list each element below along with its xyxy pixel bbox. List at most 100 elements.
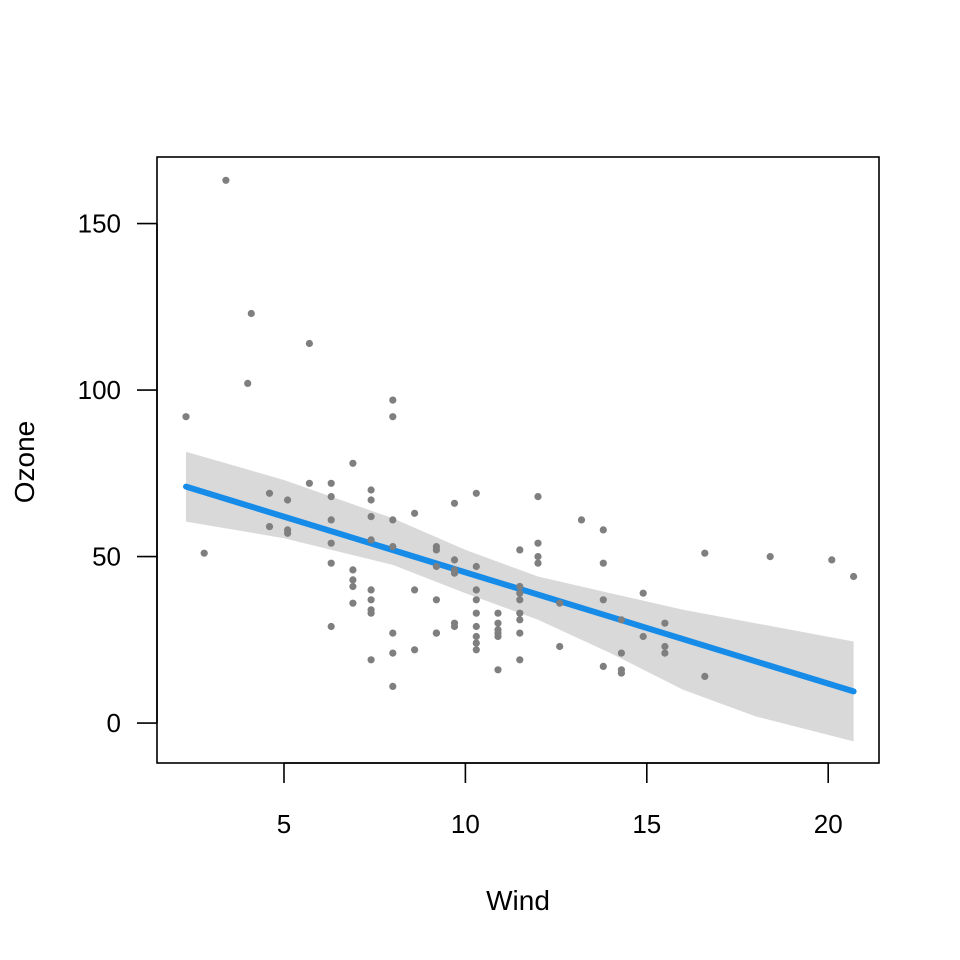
- y-tick-label: 0: [107, 708, 121, 738]
- data-point: [472, 646, 480, 654]
- data-point: [494, 666, 502, 674]
- x-tick-label: 15: [632, 809, 661, 839]
- data-point: [305, 339, 313, 348]
- data-point: [327, 493, 335, 501]
- data-point: [432, 562, 440, 571]
- data-point: [367, 496, 375, 504]
- data-point: [349, 582, 357, 591]
- data-point: [327, 622, 335, 631]
- data-point: [367, 586, 375, 594]
- data-point: [766, 553, 774, 561]
- data-point: [450, 556, 459, 564]
- data-point: [284, 529, 292, 537]
- data-point: [534, 539, 542, 547]
- data-point: [389, 649, 397, 657]
- data-point: [182, 413, 190, 421]
- x-axis-label: Wind: [486, 885, 550, 916]
- data-point: [389, 516, 397, 524]
- data-point: [516, 596, 524, 604]
- data-point: [349, 576, 357, 584]
- data-point: [432, 546, 440, 554]
- data-point: [265, 489, 274, 497]
- data-point: [516, 582, 524, 591]
- data-point: [432, 596, 440, 604]
- data-point: [516, 656, 524, 664]
- data-point: [244, 379, 252, 387]
- data-point: [661, 649, 669, 657]
- data-point: [472, 622, 480, 631]
- data-point: [349, 459, 357, 467]
- y-axis-label: Ozone: [9, 421, 40, 504]
- data-point: [516, 616, 524, 624]
- data-point: [327, 479, 335, 487]
- data-point: [367, 596, 375, 604]
- data-point: [472, 562, 480, 571]
- data-point: [850, 572, 858, 581]
- y-tick-label: 150: [78, 209, 121, 239]
- y-axis: 0 50 100 150: [78, 209, 158, 738]
- data-point: [472, 489, 480, 497]
- data-point: [411, 586, 419, 594]
- data-point: [450, 569, 459, 577]
- data-point: [599, 662, 607, 671]
- data-point: [639, 632, 647, 641]
- data-point: [617, 649, 626, 657]
- data-point: [327, 539, 335, 547]
- y-tick-label: 50: [92, 542, 121, 572]
- data-point: [389, 413, 397, 421]
- data-point: [516, 546, 524, 554]
- data-point: [516, 589, 524, 597]
- data-point: [534, 559, 542, 567]
- data-point: [389, 629, 397, 637]
- data-point: [472, 596, 480, 604]
- data-point: [367, 536, 375, 544]
- data-point: [367, 609, 375, 617]
- data-point: [247, 309, 255, 318]
- data-point: [305, 479, 313, 487]
- data-point: [367, 486, 375, 494]
- data-point: [472, 632, 480, 641]
- data-point: [534, 493, 542, 501]
- data-point: [327, 559, 335, 567]
- x-tick-label: 5: [277, 809, 291, 839]
- data-point: [200, 549, 208, 557]
- data-point: [599, 526, 607, 534]
- data-point: [617, 669, 626, 677]
- data-point: [599, 559, 607, 567]
- data-point: [389, 543, 397, 551]
- data-point: [472, 586, 480, 594]
- data-point: [494, 632, 502, 641]
- data-point: [661, 619, 669, 627]
- data-point: [701, 672, 709, 681]
- data-point: [349, 566, 357, 574]
- data-point: [450, 622, 459, 631]
- data-point: [367, 656, 375, 664]
- x-axis: 5 10 15 20: [277, 762, 843, 839]
- data-point: [516, 629, 524, 637]
- data-point: [389, 682, 397, 691]
- data-point: [661, 642, 669, 651]
- data-point: [472, 639, 480, 647]
- data-point: [701, 549, 709, 557]
- data-point: [367, 513, 375, 521]
- data-point: [516, 609, 524, 617]
- data-point: [556, 642, 564, 651]
- data-point: [389, 396, 397, 404]
- data-point: [617, 616, 626, 624]
- data-point: [534, 553, 542, 561]
- data-point: [577, 516, 586, 524]
- data-point: [349, 599, 357, 607]
- data-point: [556, 599, 564, 607]
- x-tick-label: 10: [451, 809, 480, 839]
- x-tick-label: 20: [814, 809, 843, 839]
- data-point: [411, 509, 419, 517]
- data-point: [472, 609, 480, 617]
- data-point: [432, 629, 440, 637]
- data-point: [494, 619, 502, 627]
- data-point: [284, 496, 292, 504]
- data-points-layer: [182, 176, 858, 691]
- data-point: [828, 556, 836, 564]
- data-point: [222, 176, 230, 184]
- data-point: [639, 589, 647, 597]
